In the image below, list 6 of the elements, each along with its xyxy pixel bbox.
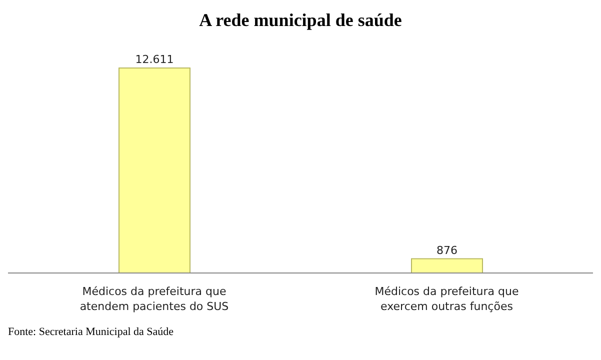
source-note: Fonte: Secretaria Municipal da Saúde [8, 326, 175, 338]
data-label: 12.611 [135, 53, 174, 66]
x-tick-label: Médicos da prefeitura que exercem outras funções [374, 285, 519, 313]
chart-title: A rede municipal de saúde [198, 9, 403, 32]
x-tick-label: Médicos da prefeitura que atendem pacientes do SUS [80, 285, 229, 313]
data-label: 876 [436, 244, 458, 257]
